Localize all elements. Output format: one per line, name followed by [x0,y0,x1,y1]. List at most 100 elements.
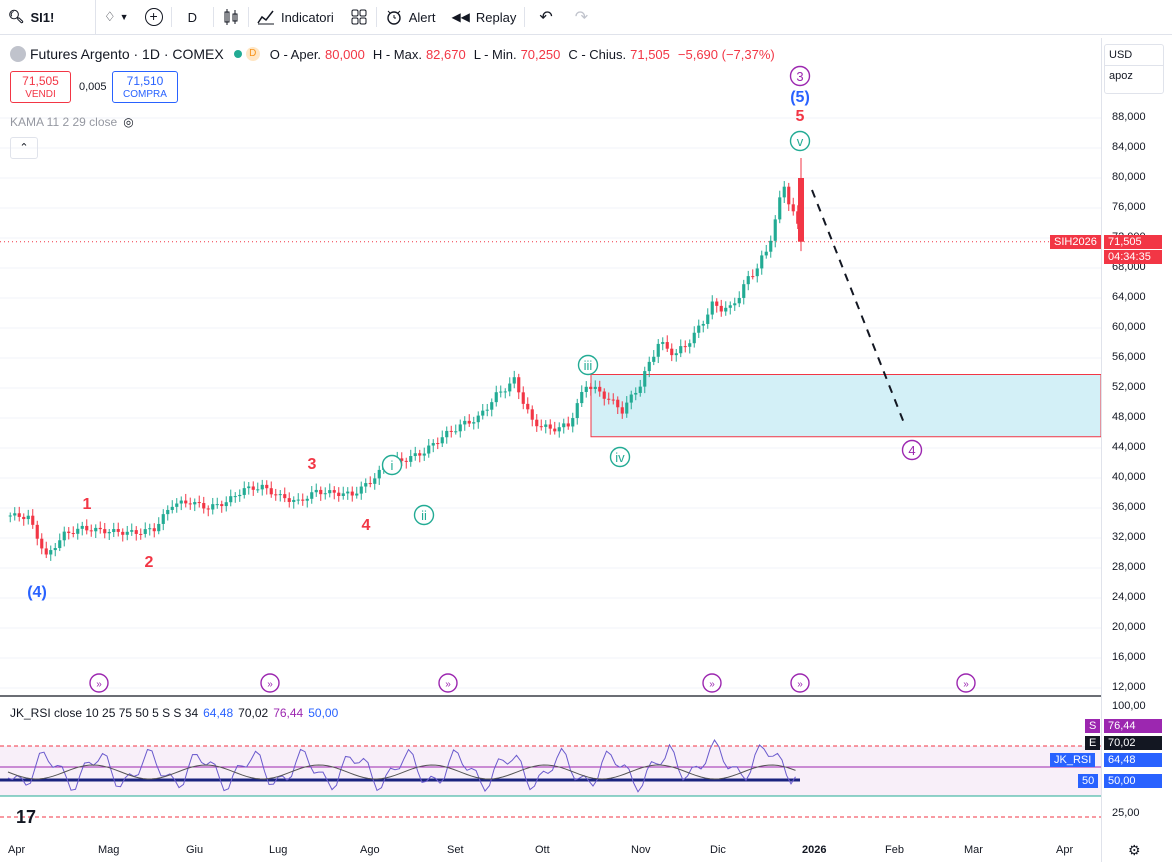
wave-circle [609,446,631,468]
indicators-icon [257,10,274,25]
candle [710,301,714,315]
candle [26,515,30,520]
candle [31,515,35,525]
candle [539,426,543,428]
candle [760,255,764,269]
buy-label: COMPRA [123,89,167,100]
time-tick: Ago [360,844,380,856]
candle [251,486,255,490]
candle [341,493,345,496]
candle [697,325,701,333]
candle [791,204,795,212]
candle [530,409,534,420]
candle [472,422,476,424]
candle [724,307,728,312]
change-value: −5,690 (−7,37%) [677,46,775,62]
wave-circle [789,130,811,152]
candle [256,489,260,491]
candle [733,303,737,306]
sell-price: 71,505 [22,74,59,88]
buy-button[interactable]: 71,510 COMPRA [112,71,178,103]
candle [683,346,687,348]
candle [746,276,750,285]
wave-label: (5) [790,89,810,106]
candle [287,498,291,502]
symbol-price-tag: SIH2026 [1050,235,1101,249]
candle [310,492,314,499]
currency-selector[interactable]: USD apoz [1104,44,1164,94]
candle [670,348,674,356]
chart-type-button[interactable] [214,0,248,34]
candle [152,528,156,532]
candle [206,508,210,510]
candle [89,530,93,532]
candle [674,353,678,356]
eye-off-icon[interactable]: ◎ [123,115,134,129]
kama-indicator-legend[interactable]: KAMA 11 2 29 close ◎ [10,115,134,129]
candle [260,484,264,490]
candle [413,453,417,457]
separator [375,7,377,27]
rsi-value-2: 70,02 [238,706,269,720]
candle [319,489,323,495]
undo-button[interactable]: ↶ [525,0,566,34]
candle [728,305,732,308]
event-marker-icon [956,673,976,693]
compare-button[interactable]: ♢ ▼ [96,0,137,34]
price-tick: 40,000 [1112,471,1146,483]
target-zone-rect [590,374,1101,438]
candle [427,445,431,454]
candle [188,503,192,505]
sell-button[interactable]: 71,505 VENDI [10,71,71,103]
indicators-button[interactable]: Indicatori [249,0,342,34]
candle [233,496,237,498]
candle [526,403,530,410]
rsi-tag-label: JK_RSI [1050,753,1096,767]
candle [40,538,44,549]
templates-button[interactable] [342,0,376,34]
candle [197,502,201,504]
candle [346,491,350,494]
time-tick: Mar [964,844,983,856]
candle [328,490,332,494]
price-tick: 88,000 [1112,111,1146,123]
settings-gear-icon[interactable]: ⚙ [1128,842,1141,858]
high-label: H - Max. [372,46,422,62]
replay-button[interactable]: ◀◀ Replay [443,0,524,34]
wave-label: 3 [796,69,803,84]
candle [404,460,408,462]
candle [179,500,183,504]
candle [368,483,372,485]
wave-label: i [391,458,394,473]
candle [274,494,278,496]
symbol-search[interactable]: 🔍︎ SI1! [0,0,96,34]
price-tick: 64,000 [1112,291,1146,303]
search-icon: 🔍︎ [8,9,25,24]
candle [737,297,741,304]
spread-value: 0,005 [79,81,107,93]
interval-button[interactable]: D [172,0,213,34]
alert-button[interactable]: Alert [377,0,444,34]
alarm-clock-icon [387,10,401,25]
candle [436,443,440,445]
candle [71,533,75,535]
candle [476,415,480,423]
add-symbol-button[interactable]: + [137,0,171,34]
wave-circle [789,65,811,87]
candle [265,484,269,489]
collapse-legend-button[interactable]: ⌃ [10,137,38,159]
candle [94,527,98,532]
top-toolbar: 🔍︎ SI1! ♢ ▼ + D Indicatori Alert ◀◀ Repl… [0,0,1172,35]
candle [49,550,53,555]
candle [157,523,161,532]
separator [170,7,172,27]
close-label: C - Chius. [568,46,627,62]
candle [143,529,147,534]
candle [377,469,381,479]
price-tick: 24,000 [1112,591,1146,603]
wave-circle [381,454,403,476]
redo-button[interactable]: ↷ [567,0,596,34]
candle [571,418,575,427]
candle [521,392,525,404]
